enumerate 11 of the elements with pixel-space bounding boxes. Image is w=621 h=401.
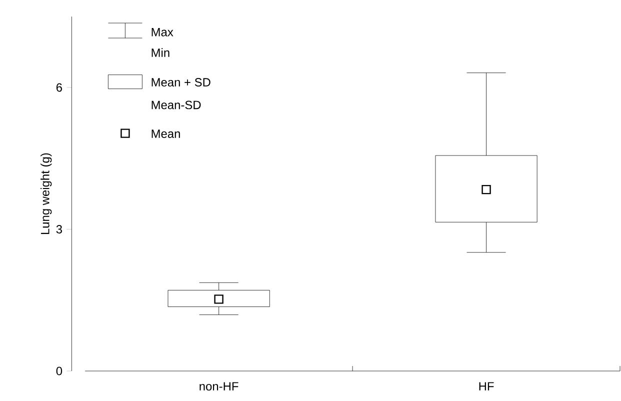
annotation: Mean-SD: [152, 100, 201, 110]
annotation: Min: [152, 48, 170, 57]
y-axis-title: Lung weight (g): [40, 153, 52, 234]
y-tick-label: 3: [56, 225, 62, 234]
annotation: Max: [152, 28, 174, 36]
x-tick-label: non-HF: [200, 382, 238, 391]
y-tick-label: 6: [56, 83, 62, 92]
annotation: Mean: [152, 130, 180, 138]
y-tick-label: 0: [56, 366, 62, 376]
annotation: Mean + SD: [152, 78, 210, 87]
x-tick-label: HF: [479, 382, 494, 390]
